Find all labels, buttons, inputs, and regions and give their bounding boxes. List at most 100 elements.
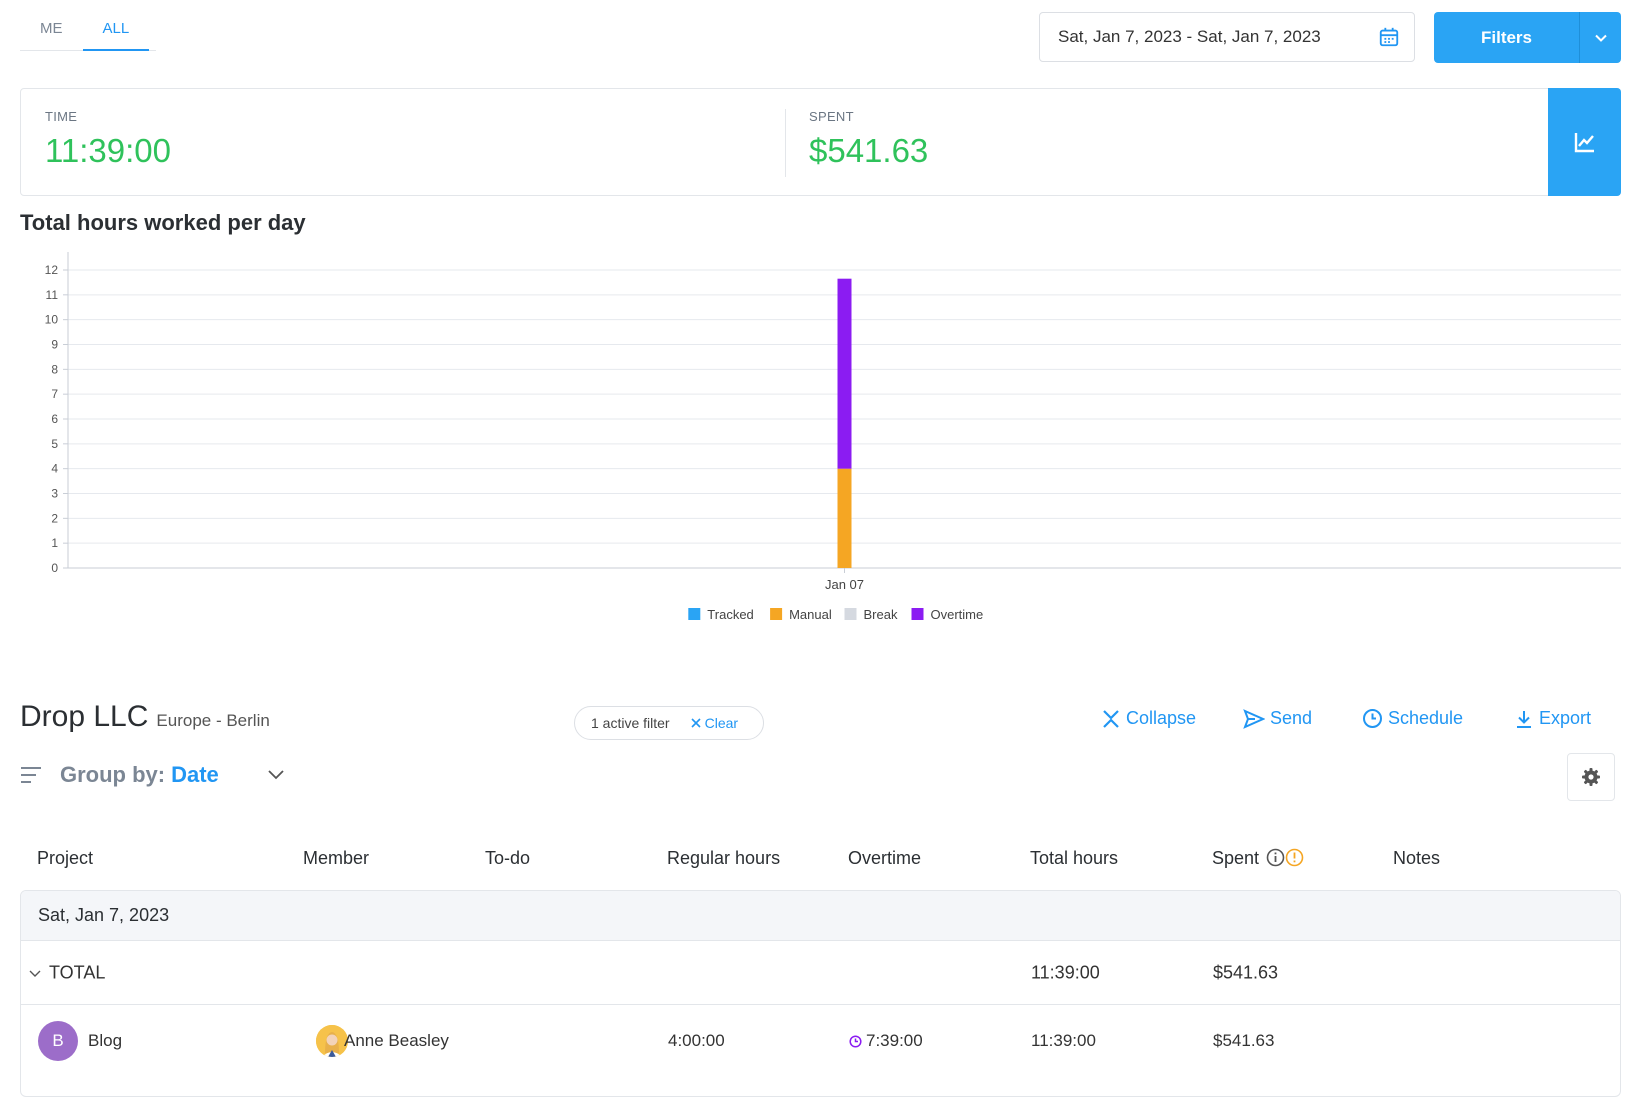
- close-icon: [691, 718, 701, 728]
- legend-label: Break: [864, 607, 898, 622]
- time-value: 11:39:00: [45, 132, 172, 169]
- company-location: Europe - Berlin: [156, 711, 270, 730]
- table-row[interactable]: B Blog Anne Beasley 4:00:00 7:39:00 11:3…: [21, 1005, 1620, 1077]
- time-summary: TIME 11:39:00: [45, 109, 171, 170]
- settings-button[interactable]: [1567, 753, 1615, 801]
- collapse-label: Collapse: [1126, 708, 1197, 728]
- col-total-hours[interactable]: Total hours: [1030, 848, 1119, 868]
- col-regular-hours[interactable]: Regular hours: [667, 848, 781, 868]
- total-hours-value: 11:39:00: [1031, 962, 1100, 982]
- legend-swatch: [911, 608, 924, 620]
- legend-swatch: [844, 608, 857, 620]
- y-tick-label: 12: [45, 263, 59, 277]
- overtime-clock-icon: [849, 1035, 862, 1048]
- date-range-picker[interactable]: Sat, Jan 7, 2023 - Sat, Jan 7, 2023: [1039, 12, 1415, 62]
- total-label: TOTAL: [49, 962, 106, 982]
- col-project[interactable]: Project: [37, 848, 94, 868]
- company-header: Drop LLC Europe - Berlin: [20, 700, 270, 734]
- y-tick-label: 2: [51, 511, 58, 525]
- export-button[interactable]: Export: [1514, 708, 1591, 729]
- group-by-label: Group by:: [60, 762, 166, 787]
- time-label: TIME: [45, 109, 78, 124]
- chevron-down-icon[interactable]: [29, 969, 41, 979]
- y-tick-label: 1: [51, 536, 58, 550]
- export-label: Export: [1539, 708, 1592, 728]
- clock-icon: [1363, 709, 1382, 728]
- clear-filter-button[interactable]: Clear: [690, 715, 738, 731]
- total-row[interactable]: TOTAL 11:39:00 $541.63: [21, 941, 1620, 1005]
- y-tick-label: 10: [45, 313, 59, 327]
- table-header: Project Member To-do Regular hours Overt…: [20, 840, 1621, 880]
- clear-filter-label: Clear: [704, 715, 739, 731]
- chart-title: Total hours worked per day: [20, 210, 306, 235]
- date-range-value: Sat, Jan 7, 2023 - Sat, Jan 7, 2023: [1058, 27, 1321, 46]
- y-tick-label: 11: [46, 288, 59, 302]
- row-total-hours: 11:39:00: [1031, 1031, 1096, 1050]
- scope-tabs: ME ALL: [20, 12, 156, 51]
- y-tick-label: 4: [51, 462, 58, 476]
- chevron-down-icon: [1594, 34, 1607, 42]
- y-tick-label: 8: [51, 362, 58, 376]
- filters-button-label[interactable]: Filters: [1480, 27, 1533, 47]
- col-overtime[interactable]: Overtime: [848, 848, 922, 868]
- bar-overtime: [837, 278, 852, 469]
- total-spent-value: $541.63: [1213, 962, 1279, 982]
- regular-hours-value: 4:00:00: [668, 1031, 725, 1050]
- chart-toggle-button[interactable]: [1548, 88, 1621, 196]
- legend-swatch: [688, 608, 701, 620]
- send-icon: [1243, 708, 1265, 729]
- send-button[interactable]: Send: [1243, 708, 1312, 729]
- member-photo-icon: [316, 1025, 348, 1057]
- y-tick-label: 3: [51, 487, 58, 501]
- collapse-button[interactable]: Collapse: [1101, 708, 1196, 729]
- filters-dropdown-toggle[interactable]: [1579, 12, 1621, 63]
- col-member[interactable]: Member: [303, 848, 370, 868]
- overtime-value: 7:39:00: [866, 1031, 923, 1050]
- y-tick-label: 7: [51, 387, 58, 401]
- date-group-row: Sat, Jan 7, 2023: [21, 891, 1620, 941]
- legend-swatch: [770, 608, 783, 620]
- y-tick-label: 5: [51, 437, 58, 451]
- col-spent[interactable]: Spent: [1212, 848, 1304, 869]
- col-notes[interactable]: Notes: [1393, 848, 1441, 868]
- summary-card: TIME 11:39:00 SPENT $541.63: [20, 88, 1621, 196]
- schedule-button[interactable]: Schedule: [1362, 708, 1463, 729]
- legend-label: Manual: [789, 607, 832, 622]
- spent-summary: SPENT $541.63: [809, 109, 928, 170]
- overtime-cell: 7:39:00: [849, 1031, 923, 1051]
- active-filter-pill: 1 active filter Clear: [574, 706, 764, 740]
- legend-label: Overtime: [931, 607, 984, 622]
- download-icon: [1517, 710, 1531, 728]
- collapse-icon: [1103, 709, 1119, 728]
- date-group-label: Sat, Jan 7, 2023: [38, 905, 170, 925]
- spent-label: SPENT: [809, 109, 854, 124]
- info-icon[interactable]: [1266, 848, 1285, 867]
- tab-me[interactable]: ME: [40, 20, 63, 37]
- spent-value: $541.63: [809, 132, 929, 169]
- group-by-selector[interactable]: Group by: Date: [20, 762, 285, 788]
- col-spent-label: Spent: [1212, 848, 1260, 868]
- list-icon: [21, 767, 41, 783]
- warning-icon[interactable]: [1285, 848, 1304, 867]
- schedule-label: Schedule: [1388, 708, 1464, 728]
- project-name: Blog: [88, 1031, 123, 1050]
- y-tick-label: 0: [51, 561, 58, 575]
- project-avatar: B: [38, 1021, 78, 1061]
- legend-label: Tracked: [707, 607, 753, 622]
- filters-button: Filters: [1434, 12, 1621, 63]
- tab-all[interactable]: ALL: [82, 12, 150, 51]
- col-todo[interactable]: To-do: [485, 848, 531, 868]
- active-filter-label: 1 active filter: [591, 715, 670, 731]
- y-tick-label: 9: [51, 338, 58, 352]
- bar-manual: [837, 468, 852, 568]
- x-tick-label: Jan 07: [825, 577, 864, 592]
- line-chart-icon: [1574, 133, 1594, 153]
- avatar: [316, 1025, 348, 1057]
- row-spent: $541.63: [1213, 1031, 1275, 1050]
- report-table: Sat, Jan 7, 2023 TOTAL 11:39:00 $541.63 …: [20, 890, 1621, 1097]
- gear-icon: [1582, 768, 1600, 786]
- chevron-down-icon: [268, 770, 284, 780]
- group-by-value: Date: [171, 762, 219, 787]
- summary-divider: [785, 109, 786, 177]
